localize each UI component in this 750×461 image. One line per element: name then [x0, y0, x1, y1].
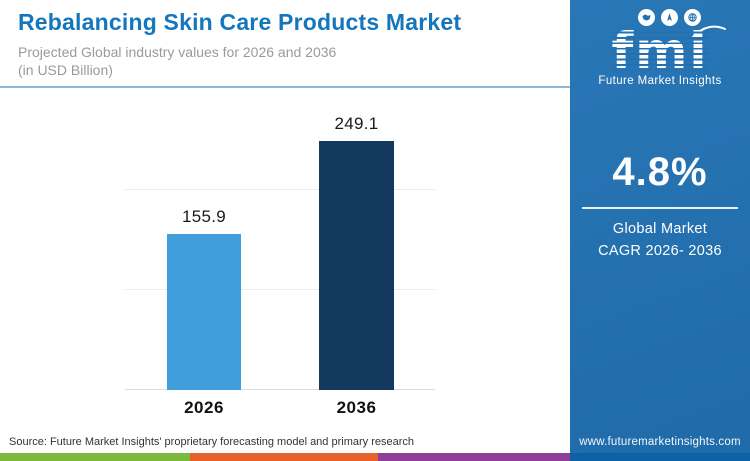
compass-icon — [660, 9, 678, 26]
page-subtitle: Projected Global industry values for 202… — [18, 43, 570, 79]
bar-chart: 155.9 249.1 2026 2036 Source: Future Mar… — [0, 90, 570, 453]
sidebar: fmi Future Market Insights 4.8% Global M… — [570, 0, 750, 461]
fmi-wordmark: fmi — [611, 26, 709, 76]
bar-2036 — [319, 141, 394, 390]
footer-stripe — [0, 453, 750, 461]
cagr-label: Global Market CAGR 2026- 2036 — [570, 219, 750, 263]
logo-icons — [579, 9, 750, 26]
bar-group-2026: 155.9 — [167, 207, 241, 390]
stripe-orange — [190, 453, 378, 461]
subtitle-line-1: Projected Global industry values for 202… — [18, 44, 337, 60]
cagr-value: 4.8% — [612, 150, 708, 194]
map-icon — [637, 9, 655, 26]
stripe-blue — [570, 453, 750, 461]
bar-value-label: 155.9 — [181, 207, 227, 226]
cagr-divider — [582, 207, 738, 209]
source-note: Source: Future Market Insights' propriet… — [9, 436, 414, 448]
cagr-block: 4.8% Global Market CAGR 2026- 2036 — [570, 150, 750, 263]
subtitle-line-2: (in USD Billion) — [18, 62, 113, 79]
stripe-purple — [378, 453, 570, 461]
logo-subtext: Future Market Insights — [598, 75, 722, 87]
website-link[interactable]: www.futuremarketinsights.com — [579, 436, 741, 448]
stripe-green — [0, 453, 190, 461]
x-tick-2026: 2026 — [184, 398, 224, 417]
plot-gridlines — [125, 90, 435, 390]
header: Rebalancing Skin Care Products Market Pr… — [0, 0, 570, 88]
globe-icon — [683, 9, 701, 26]
bar-group-2036: 249.1 — [319, 114, 394, 390]
fmi-logo: fmi Future Market Insights — [570, 9, 750, 87]
gridline — [125, 289, 435, 290]
bar-value-label: 249.1 — [334, 114, 379, 133]
gridline — [125, 189, 435, 190]
cagr-label-line-2: CAGR 2026- 2036 — [598, 242, 722, 259]
bar-2026 — [167, 234, 241, 390]
cagr-label-line-1: Global Market — [612, 221, 708, 237]
x-tick-2036: 2036 — [336, 398, 377, 417]
fmi-stripes-overlay — [611, 28, 709, 74]
x-axis-baseline — [125, 389, 435, 390]
page-title: Rebalancing Skin Care Products Market — [18, 9, 462, 35]
